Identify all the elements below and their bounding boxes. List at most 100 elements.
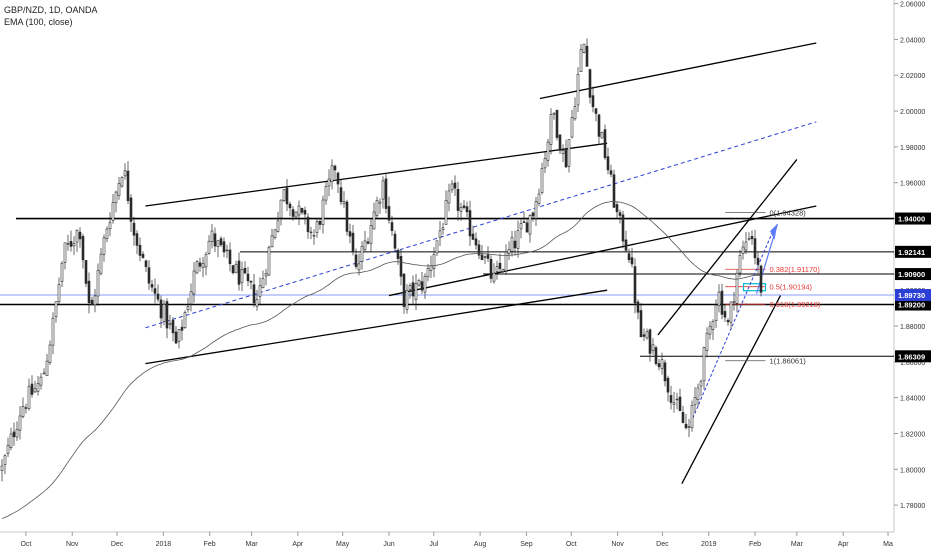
candle-body <box>15 428 19 438</box>
candle-body <box>405 289 409 310</box>
candle-body <box>453 182 457 189</box>
outer-trend-line <box>539 42 817 100</box>
candle-body <box>621 214 625 242</box>
rising-channel-upper-line <box>657 159 798 336</box>
candle-body <box>216 240 220 247</box>
candle-body <box>18 415 22 431</box>
candle-body <box>513 240 517 249</box>
candle-body <box>246 273 250 282</box>
candle-body <box>366 241 370 244</box>
candle-body <box>204 254 208 268</box>
candle-body <box>357 263 361 271</box>
time-tick-label: Jul <box>429 541 438 548</box>
candle-body <box>57 284 61 302</box>
price-level-label: 1.90900 <box>898 270 925 279</box>
candle-body <box>99 253 103 274</box>
candle-body <box>48 344 52 364</box>
candle-body <box>219 238 223 246</box>
candle-body <box>156 293 160 300</box>
time-tick-label: May <box>336 541 350 548</box>
candle-body <box>552 112 556 115</box>
candle-body <box>117 183 121 196</box>
price-tick-label: 2.00000 <box>900 109 925 116</box>
candle-body <box>756 257 760 265</box>
candle-body <box>636 301 640 313</box>
candle-body <box>462 205 466 208</box>
candle-body <box>96 270 100 297</box>
price-level-label: 1.92141 <box>898 248 925 257</box>
time-tick-label: 2018 <box>156 541 172 548</box>
candle-body <box>81 236 85 261</box>
price-tick-label: 1.82000 <box>900 431 925 438</box>
candle-body <box>519 223 523 230</box>
candle-body <box>210 230 214 242</box>
time-tick-label: Feb <box>204 541 216 548</box>
candle-body <box>630 257 634 265</box>
candle-body <box>618 212 622 216</box>
candle-body <box>684 423 688 429</box>
candle-body <box>360 245 364 262</box>
time-tick-label: Aug <box>474 541 487 548</box>
candle-body <box>717 291 721 306</box>
candle-body <box>504 251 508 272</box>
candle-body <box>270 235 274 248</box>
candle-body <box>582 43 586 53</box>
candle-body <box>261 278 265 289</box>
dashed-midline <box>145 121 817 329</box>
candle-body <box>759 265 763 293</box>
candle-body <box>672 402 676 405</box>
legend-indicator: EMA (100, close) <box>4 17 73 27</box>
time-tick-label: Oct <box>20 541 31 548</box>
price-tick-label: 2.04000 <box>900 37 925 44</box>
time-tick-label: Dec <box>656 541 669 548</box>
time-tick-label: Nov <box>66 541 79 548</box>
candle-body <box>369 225 373 244</box>
candle-body <box>201 263 205 268</box>
candle-body <box>318 220 322 225</box>
candle-body <box>741 246 745 254</box>
candle-body <box>153 288 157 294</box>
candle-body <box>189 291 193 305</box>
fib-level-label: 0.618(1.89218) <box>770 300 821 309</box>
candle-body <box>639 310 643 338</box>
candle-body <box>666 377 670 393</box>
time-tick-label: Feb <box>749 541 761 548</box>
price-tick-label: 1.88000 <box>900 324 925 331</box>
candle-body <box>102 237 106 255</box>
candle-body <box>567 139 571 167</box>
candle-body <box>288 203 292 209</box>
candle-body <box>612 174 616 208</box>
candle-body <box>90 299 94 306</box>
candle-body <box>138 244 142 256</box>
fib-level-label: 1(1.86061) <box>770 357 807 366</box>
time-tick-label: Apr <box>838 541 850 548</box>
candle-body <box>675 398 679 401</box>
lower-trend-line <box>388 205 817 297</box>
candle-body <box>24 407 28 409</box>
candle-body <box>576 74 580 106</box>
time-tick-label: Jun <box>383 541 394 548</box>
candle-body <box>705 332 709 351</box>
candle-body <box>651 344 655 351</box>
candle-body <box>72 243 76 247</box>
candle-body <box>315 221 319 233</box>
candle-body <box>183 312 187 328</box>
price-tick-label: 1.98000 <box>900 145 925 152</box>
candle-body <box>480 254 484 261</box>
candle-body <box>597 114 601 137</box>
candle-body <box>531 212 535 217</box>
candle-body <box>687 426 691 428</box>
candle-body <box>123 170 127 177</box>
candle-body <box>501 269 505 272</box>
candle-body <box>9 433 13 448</box>
candle-body <box>540 168 544 193</box>
candle-body <box>573 106 577 120</box>
chart-legend: GBP/NZD, 1D, OANDA EMA (100, close) <box>4 4 98 28</box>
price-tick-label: 1.96000 <box>900 181 925 188</box>
candle-body <box>564 148 568 168</box>
candle-body <box>390 222 394 231</box>
candle-body <box>36 383 40 392</box>
candle-body <box>267 246 271 276</box>
